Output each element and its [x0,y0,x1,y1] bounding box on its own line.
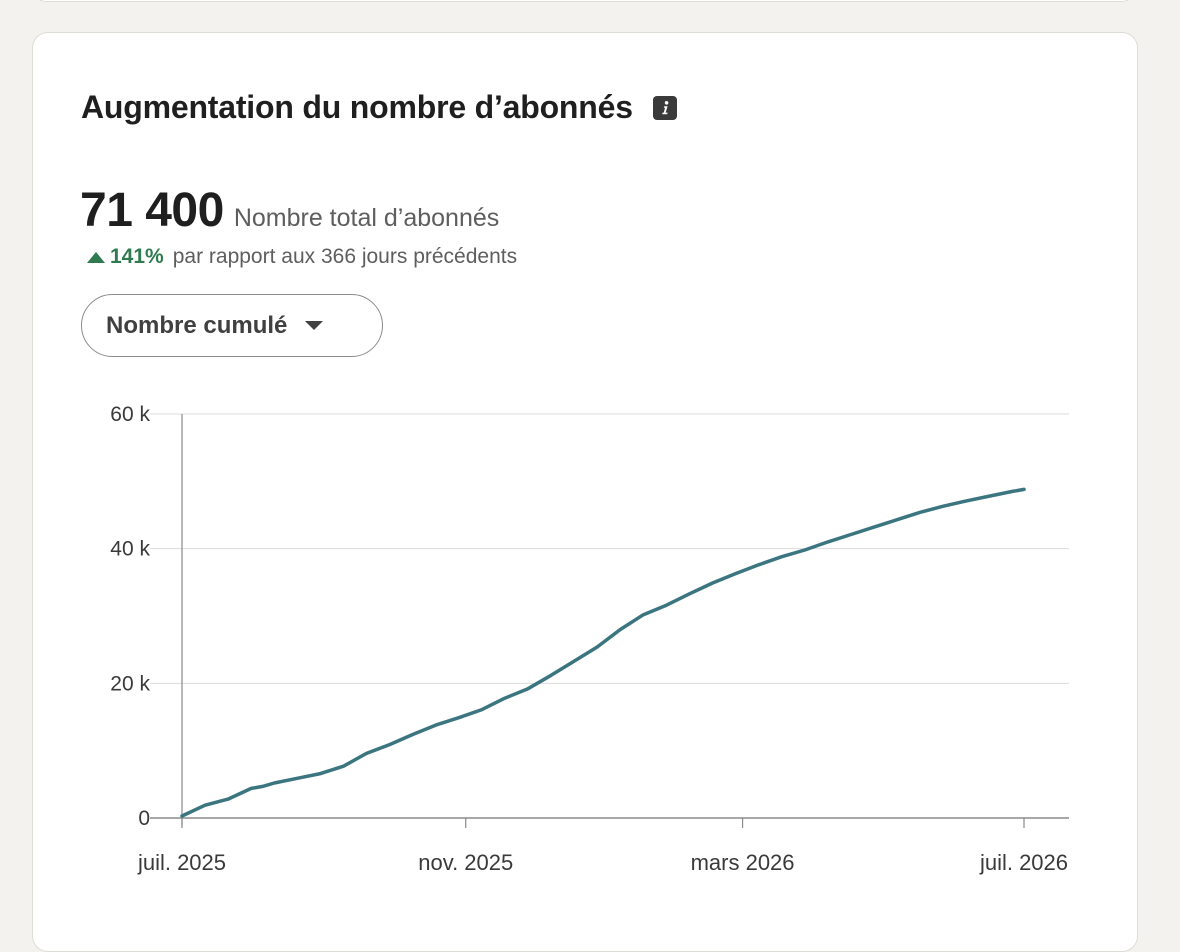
y-tick-label: 0 [138,807,150,830]
total-followers-value: 71 400 [80,184,224,237]
follower-line-chart: 0 20 k 40 k 60 k juil. 2025 nov. 2025 mars 20… [110,403,1069,875]
followers-series-line [180,487,1026,818]
total-summary: 71 400 Nombre total d’abonnés [80,183,499,238]
y-tick-label: 40 k [110,538,150,561]
info-glyph [662,100,669,114]
metric-dropdown[interactable]: Nombre cumulé [81,294,383,357]
previous-card-edge [32,0,1136,2]
arrow-up-icon [87,251,105,263]
total-followers-label: Nombre total d’abonnés [233,204,500,232]
x-tick-label: nov. 2025 [418,850,513,875]
follower-growth-card: Augmentation du nombre d’abonnés 71 400 … [32,32,1138,952]
growth-summary: 141% par rapport aux 366 jours précédent… [87,245,517,269]
x-tick-label: mars 2026 [691,850,795,875]
y-tick-label: 60 k [110,403,150,426]
y-axis-ticks: 0 20 k 40 k 60 k [110,403,150,830]
y-tick-label: 20 k [110,672,150,695]
x-tick-label: juil. 2026 [979,850,1068,875]
chart-series [180,487,1026,818]
dropdown-selected-label: Nombre cumulé [106,311,288,339]
growth-comparison-text: par rapport aux 366 jours précédents [172,245,518,268]
chart-gridlines [150,413,1069,826]
x-axis-ticks: juil. 2025 nov. 2025 mars 2026 juil. 2026 [137,818,1068,875]
card-title: Augmentation du nombre d’abonnés [81,89,633,125]
growth-percentage: 141% [110,245,164,268]
card-header: Augmentation du nombre d’abonnés [81,89,677,126]
caret-down-icon [305,321,324,330]
info-icon[interactable] [652,95,677,120]
x-tick-label: juil. 2025 [137,850,226,875]
